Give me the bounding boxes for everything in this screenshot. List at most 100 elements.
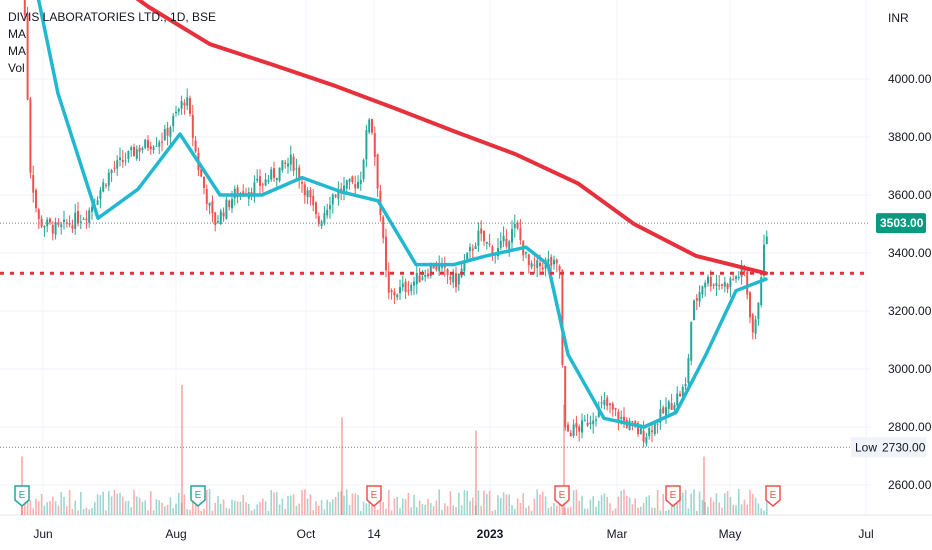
- candle-body: [418, 275, 421, 283]
- candle-body: [732, 279, 735, 281]
- volume-bar: [281, 498, 284, 515]
- candle-body: [746, 271, 749, 295]
- earnings-marker[interactable]: E: [14, 485, 30, 507]
- candle-body: [23, 0, 26, 16]
- volume-bar: [88, 509, 90, 515]
- volume-bar: [544, 496, 547, 515]
- earnings-marker[interactable]: E: [665, 485, 681, 507]
- volume-bar: [626, 495, 628, 515]
- candle-body: [326, 209, 329, 216]
- earnings-marker[interactable]: E: [366, 485, 382, 507]
- volume-bar: [96, 494, 99, 515]
- volume-bar: [138, 497, 141, 515]
- volume-bar: [416, 507, 418, 515]
- candle-body: [138, 147, 141, 152]
- candle-body: [407, 290, 410, 292]
- volume-bar: [402, 498, 404, 515]
- volume-bar: [80, 491, 82, 515]
- candle-body: [79, 221, 82, 223]
- x-tick-label: Mar: [607, 527, 628, 541]
- volume-bar: [337, 491, 340, 515]
- volume-bar: [642, 502, 645, 515]
- volume-bar: [242, 494, 244, 515]
- candle-body: [471, 248, 474, 251]
- legend-ma-1[interactable]: MA: [8, 27, 26, 41]
- volume-bar: [362, 501, 365, 515]
- volume-bar: [368, 502, 370, 515]
- volume-bar: [273, 492, 275, 515]
- volume-bar: [721, 507, 723, 515]
- symbol-title[interactable]: DIVIS LABORATORIES LTD., 1D, BSE: [8, 10, 217, 24]
- volume-bar: [354, 493, 356, 515]
- candle-body: [567, 424, 569, 432]
- candle-body: [200, 169, 203, 177]
- volume-bar: [418, 500, 421, 515]
- ma-slow-line: [135, 0, 768, 276]
- volume-bar: [393, 498, 396, 515]
- candle-body: [527, 254, 530, 266]
- volume-bar: [99, 495, 102, 515]
- volume-bar: [388, 489, 390, 515]
- volume-bar: [54, 501, 57, 515]
- legend-ma-2[interactable]: MA: [8, 44, 26, 58]
- earnings-marker[interactable]: E: [190, 485, 206, 507]
- volume-bar: [264, 501, 267, 515]
- candle-body: [446, 269, 449, 276]
- candle-body: [701, 286, 704, 295]
- volume-bar: [491, 510, 494, 515]
- volume-bar: [169, 497, 172, 515]
- candle-body: [670, 403, 673, 410]
- volume-bar: [620, 490, 622, 515]
- volume-spike: [475, 430, 477, 515]
- candle-body: [583, 420, 586, 422]
- volume-bar: [458, 492, 460, 515]
- candle-body: [51, 225, 54, 234]
- volume-bar: [38, 501, 40, 515]
- candle-body: [469, 247, 471, 252]
- volume-bar: [234, 500, 236, 515]
- y-tick-label: 2600.00: [888, 478, 932, 492]
- candle-body: [421, 277, 424, 280]
- candle-body: [575, 423, 578, 428]
- candle-body: [642, 430, 645, 443]
- candle-body: [71, 225, 74, 229]
- candle-body: [85, 218, 88, 221]
- candle-body: [477, 230, 480, 247]
- candle-body: [144, 139, 147, 148]
- candle-body: [623, 416, 625, 421]
- volume-bar: [556, 505, 558, 515]
- candle-body: [561, 269, 564, 365]
- volume-bar: [217, 496, 219, 515]
- candle-body: [149, 146, 152, 150]
- low-value-bg: [879, 437, 926, 458]
- candle-body: [558, 266, 561, 271]
- volume-bar: [701, 499, 704, 515]
- candle-body: [737, 276, 740, 278]
- candle-body: [63, 219, 65, 222]
- volume-bar: [729, 496, 732, 515]
- earnings-label: E: [19, 490, 26, 501]
- candle-body: [399, 287, 401, 294]
- candle-body: [189, 98, 191, 114]
- candle-body: [429, 264, 432, 276]
- candle-body: [32, 175, 35, 193]
- legend-volume[interactable]: Vol: [8, 61, 25, 75]
- volume-bar: [250, 510, 253, 515]
- volume-bar: [707, 506, 709, 515]
- x-tick-label: 14: [367, 527, 381, 541]
- candle-body: [54, 222, 57, 235]
- volume-bar: [152, 510, 155, 515]
- volume-bar: [94, 502, 96, 515]
- candle-body: [606, 397, 609, 406]
- candle-body: [659, 409, 662, 423]
- earnings-marker[interactable]: E: [554, 485, 570, 507]
- volume-bar: [763, 510, 765, 515]
- volume-bar: [228, 508, 230, 515]
- candle-body: [287, 163, 289, 167]
- candle-body: [508, 241, 511, 250]
- candle-body: [673, 404, 676, 410]
- candle-body: [586, 422, 589, 426]
- candle-body: [373, 133, 376, 158]
- earnings-marker[interactable]: E: [765, 485, 781, 507]
